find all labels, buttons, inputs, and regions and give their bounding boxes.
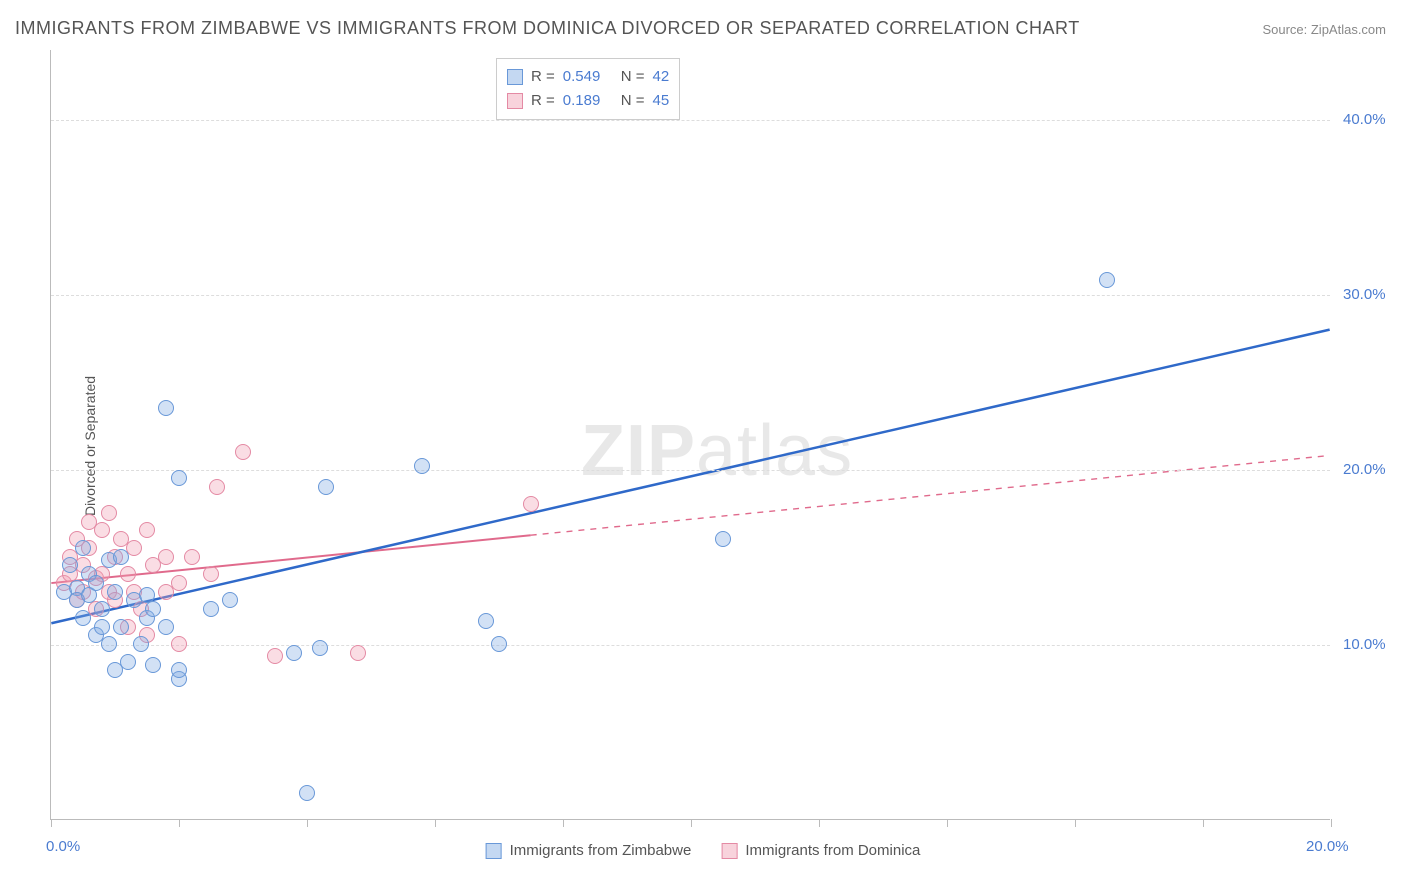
legend-item: Immigrants from Dominica bbox=[721, 842, 920, 859]
bottom-legend: Immigrants from Zimbabwe Immigrants from … bbox=[486, 842, 921, 859]
x-tick-label: 20.0% bbox=[1306, 838, 1349, 855]
watermark-bold: ZIP bbox=[581, 411, 696, 491]
y-tick-label: 10.0% bbox=[1343, 636, 1386, 653]
data-point bbox=[715, 531, 731, 547]
data-point bbox=[101, 636, 117, 652]
data-point bbox=[94, 619, 110, 635]
data-point bbox=[107, 584, 123, 600]
r-value: 0.189 bbox=[563, 89, 613, 113]
x-tick bbox=[691, 819, 692, 827]
data-point bbox=[171, 636, 187, 652]
data-point bbox=[478, 613, 494, 629]
data-point bbox=[523, 496, 539, 512]
data-point bbox=[88, 575, 104, 591]
x-tick bbox=[563, 819, 564, 827]
data-point bbox=[145, 601, 161, 617]
legend-swatch bbox=[486, 843, 502, 859]
r-label: R = bbox=[531, 65, 555, 89]
x-tick bbox=[1075, 819, 1076, 827]
gridline bbox=[51, 645, 1330, 646]
data-point bbox=[171, 575, 187, 591]
data-point bbox=[267, 648, 283, 664]
watermark: ZIPatlas bbox=[581, 410, 853, 492]
n-label: N = bbox=[621, 65, 645, 89]
source-prefix: Source: bbox=[1262, 22, 1310, 37]
n-value: 45 bbox=[653, 89, 670, 113]
y-tick-label: 20.0% bbox=[1343, 461, 1386, 478]
data-point bbox=[184, 549, 200, 565]
x-tick bbox=[1331, 819, 1332, 827]
data-point bbox=[158, 619, 174, 635]
r-value: 0.549 bbox=[563, 65, 613, 89]
x-tick bbox=[435, 819, 436, 827]
gridline bbox=[51, 295, 1330, 296]
gridline bbox=[51, 470, 1330, 471]
data-point bbox=[113, 619, 129, 635]
y-tick-label: 40.0% bbox=[1343, 111, 1386, 128]
legend-label: Immigrants from Dominica bbox=[745, 842, 920, 859]
x-tick bbox=[819, 819, 820, 827]
data-point bbox=[94, 601, 110, 617]
data-point bbox=[94, 522, 110, 538]
source-attribution: Source: ZipAtlas.com bbox=[1262, 22, 1386, 37]
data-point bbox=[120, 654, 136, 670]
data-point bbox=[491, 636, 507, 652]
data-point bbox=[133, 636, 149, 652]
x-tick bbox=[51, 819, 52, 827]
stats-row: R = 0.549 N = 42 bbox=[507, 65, 669, 89]
n-label: N = bbox=[621, 89, 645, 113]
data-point bbox=[235, 444, 251, 460]
watermark-light: atlas bbox=[696, 411, 853, 491]
legend-swatch bbox=[507, 69, 523, 85]
x-tick bbox=[947, 819, 948, 827]
stats-box: R = 0.549 N = 42 R = 0.189 N = 45 bbox=[496, 58, 680, 120]
data-point bbox=[62, 557, 78, 573]
legend-label: Immigrants from Zimbabwe bbox=[510, 842, 692, 859]
data-point bbox=[171, 662, 187, 678]
data-point bbox=[113, 549, 129, 565]
data-point bbox=[203, 566, 219, 582]
data-point bbox=[145, 657, 161, 673]
legend-swatch bbox=[507, 93, 523, 109]
data-point bbox=[318, 479, 334, 495]
data-point bbox=[120, 566, 136, 582]
n-value: 42 bbox=[653, 65, 670, 89]
data-point bbox=[158, 400, 174, 416]
r-label: R = bbox=[531, 89, 555, 113]
data-point bbox=[414, 458, 430, 474]
data-point bbox=[209, 479, 225, 495]
data-point bbox=[286, 645, 302, 661]
data-point bbox=[101, 505, 117, 521]
data-point bbox=[1099, 272, 1115, 288]
data-point bbox=[75, 540, 91, 556]
x-tick bbox=[307, 819, 308, 827]
data-point bbox=[139, 522, 155, 538]
data-point bbox=[171, 470, 187, 486]
x-tick bbox=[179, 819, 180, 827]
y-tick-label: 30.0% bbox=[1343, 286, 1386, 303]
data-point bbox=[75, 610, 91, 626]
source-name: ZipAtlas.com bbox=[1311, 22, 1386, 37]
data-point bbox=[350, 645, 366, 661]
legend-swatch bbox=[721, 843, 737, 859]
data-point bbox=[222, 592, 238, 608]
data-point bbox=[158, 549, 174, 565]
plot-area: ZIPatlas 10.0%20.0%30.0%40.0%0.0%20.0%R … bbox=[50, 50, 1330, 820]
legend-item: Immigrants from Zimbabwe bbox=[486, 842, 692, 859]
data-point bbox=[299, 785, 315, 801]
data-point bbox=[312, 640, 328, 656]
chart-title: IMMIGRANTS FROM ZIMBABWE VS IMMIGRANTS F… bbox=[15, 18, 1080, 39]
data-point bbox=[203, 601, 219, 617]
gridline bbox=[51, 120, 1330, 121]
x-tick-label: 0.0% bbox=[46, 838, 80, 855]
x-tick bbox=[1203, 819, 1204, 827]
stats-row: R = 0.189 N = 45 bbox=[507, 89, 669, 113]
